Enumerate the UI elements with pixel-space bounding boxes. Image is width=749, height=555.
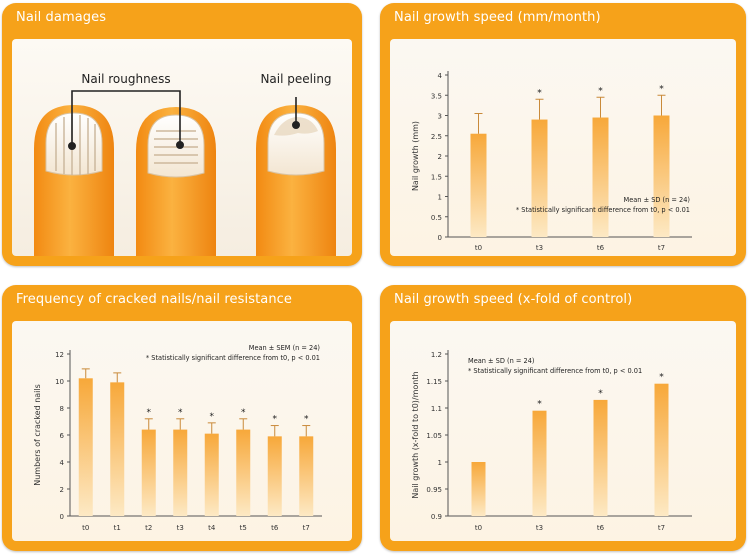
- significance-marker: *: [147, 408, 152, 418]
- chart-area: 0.9 0.95 1 1.05 1.1 1.15 1.2 Nail growth (x-fol…: [390, 321, 736, 541]
- bar: [78, 378, 93, 516]
- panel-cracked-nails: Frequency of cracked nails/nail resistan…: [2, 285, 362, 551]
- significance-marker: *: [598, 389, 603, 399]
- significance-marker: *: [178, 408, 183, 418]
- y-tick-label: 0.95: [426, 486, 442, 494]
- bar: [267, 436, 282, 516]
- y-tick-label: 4: [60, 459, 65, 467]
- chart-note: * Statistically significant difference f…: [468, 367, 642, 375]
- panel-title: Nail damages: [16, 10, 107, 25]
- significance-marker: *: [659, 84, 664, 94]
- chart-growth-mm: 0 0.5 1 1.5 2 2.5 3 3.5 4 Nail growth (mm) t0 * t3 * t…: [411, 71, 692, 252]
- finger-roughness-horizontal: [136, 107, 216, 256]
- category-label: t7: [303, 524, 310, 532]
- y-axis-label: Numbers of cracked nails: [33, 384, 42, 486]
- y-tick-label: 3.5: [431, 92, 442, 100]
- y-axis-label: Nail growth (x-fold to t0)/month: [411, 371, 420, 498]
- y-tick-label: 2.5: [431, 133, 442, 141]
- panel-title: Nail growth speed (x-fold of control): [394, 292, 633, 307]
- finger-roughness-vertical: [34, 105, 114, 256]
- y-tick-label: 1.1: [431, 405, 442, 413]
- category-label: t7: [658, 244, 665, 252]
- panel-nail-damages: Nail damages: [2, 3, 362, 266]
- y-tick-label: 1: [438, 194, 442, 202]
- chart-note: * Statistically significant difference f…: [146, 354, 320, 362]
- significance-marker: *: [537, 88, 542, 98]
- chart-note: Mean ± SD (n = 24): [624, 196, 690, 204]
- panel-growth-fold: Nail growth speed (x-fold of control) 0.…: [380, 285, 746, 551]
- chart-note: Mean ± SD (n = 24): [468, 357, 534, 365]
- category-label: t1: [114, 524, 121, 532]
- significance-marker: *: [598, 86, 603, 96]
- bar: [593, 399, 608, 516]
- bar: [141, 429, 156, 516]
- chart-area: 0 2 4 6 8 10 12 Numbers of cracked nails t0 t1 * t2…: [12, 321, 352, 541]
- category-label: t0: [82, 524, 89, 532]
- panel-growth-mm: Nail growth speed (mm/month) 0 0.5 1 1.5 2 2.…: [380, 3, 746, 266]
- y-tick-label: 4: [438, 72, 443, 80]
- category-label: t6: [597, 524, 605, 532]
- bar: [204, 433, 219, 516]
- category-label: t4: [208, 524, 216, 532]
- category-label: t3: [177, 524, 184, 532]
- bar: [532, 410, 547, 516]
- category-label: t2: [145, 524, 152, 532]
- significance-marker: *: [304, 415, 309, 425]
- y-tick-label: 1.15: [426, 378, 442, 386]
- bar: [299, 436, 314, 516]
- y-tick-label: 0.9: [431, 513, 442, 521]
- y-tick-label: 8: [60, 405, 64, 413]
- nail-illustration: Nail roughness Nail peeling: [12, 39, 352, 256]
- y-tick-label: 1.05: [426, 432, 442, 440]
- chart-cracked-nails: 0 2 4 6 8 10 12 Numbers of cracked nails t0 t1 * t2…: [33, 344, 322, 532]
- bar: [653, 115, 670, 237]
- y-tick-label: 12: [55, 351, 64, 359]
- bar: [471, 462, 486, 516]
- fingers-illustration: Nail roughness Nail peeling: [12, 39, 352, 256]
- bar: [236, 429, 251, 516]
- y-tick-label: 0.5: [431, 214, 442, 222]
- significance-marker: *: [241, 408, 246, 418]
- category-label: t3: [536, 524, 543, 532]
- bar: [110, 382, 125, 516]
- y-tick-label: 6: [60, 432, 65, 440]
- category-label: t3: [536, 244, 543, 252]
- y-tick-label: 2: [60, 486, 64, 494]
- category-label: t0: [475, 244, 482, 252]
- label-nail-roughness: Nail roughness: [81, 72, 170, 86]
- bar: [592, 117, 609, 237]
- category-label: t0: [475, 524, 482, 532]
- chart-note: * Statistically significant difference f…: [516, 206, 690, 214]
- chart-area: 0 0.5 1 1.5 2 2.5 3 3.5 4 Nail growth (mm) t0 * t3 * t…: [390, 39, 736, 256]
- category-label: t7: [658, 524, 665, 532]
- significance-marker: *: [659, 373, 664, 383]
- chart-growth-fold: 0.9 0.95 1 1.05 1.1 1.15 1.2 Nail growth (x-fol…: [411, 350, 692, 532]
- bar: [654, 383, 669, 516]
- category-label: t6: [271, 524, 279, 532]
- y-tick-label: 3: [438, 113, 442, 121]
- significance-marker: *: [210, 412, 215, 422]
- y-tick-label: 1: [438, 459, 442, 467]
- label-nail-peeling: Nail peeling: [260, 72, 331, 86]
- panel-title: Frequency of cracked nails/nail resistan…: [16, 292, 293, 307]
- y-axis-label: Nail growth (mm): [411, 121, 420, 191]
- finger-peeling: [256, 105, 336, 256]
- category-label: t5: [240, 524, 247, 532]
- y-tick-label: 1.2: [431, 351, 442, 359]
- significance-marker: *: [537, 400, 542, 410]
- bar: [531, 119, 548, 237]
- category-label: t6: [597, 244, 605, 252]
- bar: [470, 133, 487, 237]
- y-tick-label: 10: [55, 378, 64, 386]
- y-tick-label: 0: [60, 513, 64, 521]
- y-tick-label: 2: [438, 153, 442, 161]
- panel-title: Nail growth speed (mm/month): [394, 10, 601, 25]
- peeling-pointer: [291, 97, 300, 130]
- chart-note: Mean ± SEM (n = 24): [249, 344, 320, 352]
- bar: [173, 429, 188, 516]
- y-tick-label: 0: [438, 234, 442, 242]
- y-tick-label: 1.5: [431, 173, 442, 181]
- roughness-pointer: [67, 90, 185, 151]
- significance-marker: *: [273, 415, 278, 425]
